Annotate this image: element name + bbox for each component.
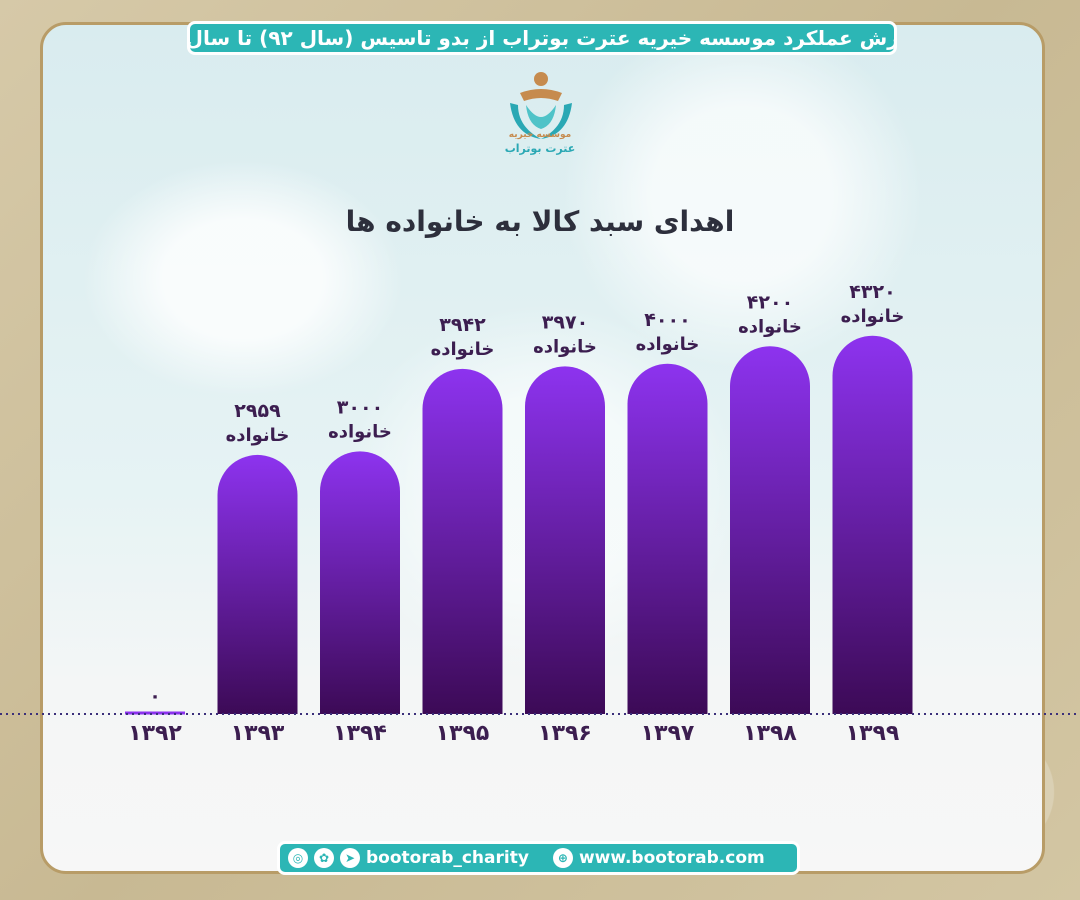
logo-line2: عترت بوتراب <box>504 142 576 155</box>
unit-label-3: خانواده <box>431 339 495 360</box>
globe-icon: ⊕ <box>552 848 573 868</box>
telegram-icon[interactable]: ➤ <box>340 848 360 868</box>
category-label-2: ۱۳۹۴ <box>333 721 387 746</box>
category-label-5: ۱۳۹۷ <box>641 721 695 746</box>
aparat-icon[interactable]: ✿ <box>314 848 334 868</box>
unit-label-4: خانواده <box>533 336 597 357</box>
bar-2 <box>320 451 400 714</box>
category-label-3: ۱۳۹۵ <box>436 721 490 746</box>
bar-7 <box>832 335 913 714</box>
bar-4 <box>525 366 605 714</box>
unit-label-5: خانواده <box>636 334 700 355</box>
banner-text: گزارش عملکرد موسسه خیریه عترت بوتراب از … <box>187 26 897 50</box>
charity-logo-icon <box>510 72 572 139</box>
value-label-2: ۳۰۰۰ <box>337 396 383 418</box>
category-label-1: ۱۳۹۳ <box>231 721 285 746</box>
value-label-7: ۴۳۲۰ <box>849 281 895 303</box>
value-label-5: ۴۰۰۰ <box>644 309 690 331</box>
unit-label-1: خانواده <box>226 425 290 446</box>
category-label-7: ۱۳۹۹ <box>846 721 900 746</box>
category-label-4: ۱۳۹۶ <box>538 721 592 746</box>
footer-bar: ◎ ✿ ➤ bootorab_charity ⊕ www.bootorab.co… <box>277 841 800 875</box>
value-label-3: ۳۹۴۲ <box>439 314 486 336</box>
value-label-4: ۳۹۷۰ <box>542 311 588 333</box>
unit-label-6: خانواده <box>738 316 802 337</box>
website-link[interactable]: www.bootorab.com <box>578 848 765 868</box>
bar-5 <box>627 363 708 714</box>
bar-3 <box>422 368 503 714</box>
instagram-icon[interactable]: ◎ <box>288 848 308 868</box>
logo-text: موسسه خیریه عترت بوتراب <box>490 128 590 156</box>
social-handle[interactable]: bootorab_charity <box>366 848 529 868</box>
value-label-1: ۲۹۵۹ <box>234 400 281 422</box>
report-banner: گزارش عملکرد موسسه خیریه عترت بوتراب از … <box>187 21 897 55</box>
category-label-6: ۱۳۹۸ <box>743 721 797 746</box>
logo-line1: موسسه خیریه <box>508 130 572 140</box>
value-label-0: ۰ <box>149 685 161 707</box>
unit-label-7: خانواده <box>841 306 905 327</box>
bar-1 <box>217 454 298 714</box>
category-label-0: ۱۳۹۲ <box>128 721 182 746</box>
chart-title: اهدای سبد کالا به خانواده ها <box>345 205 735 238</box>
bar-6 <box>730 346 810 714</box>
value-label-6: ۴۲۰۰ <box>747 291 793 313</box>
unit-label-2: خانواده <box>328 421 392 442</box>
